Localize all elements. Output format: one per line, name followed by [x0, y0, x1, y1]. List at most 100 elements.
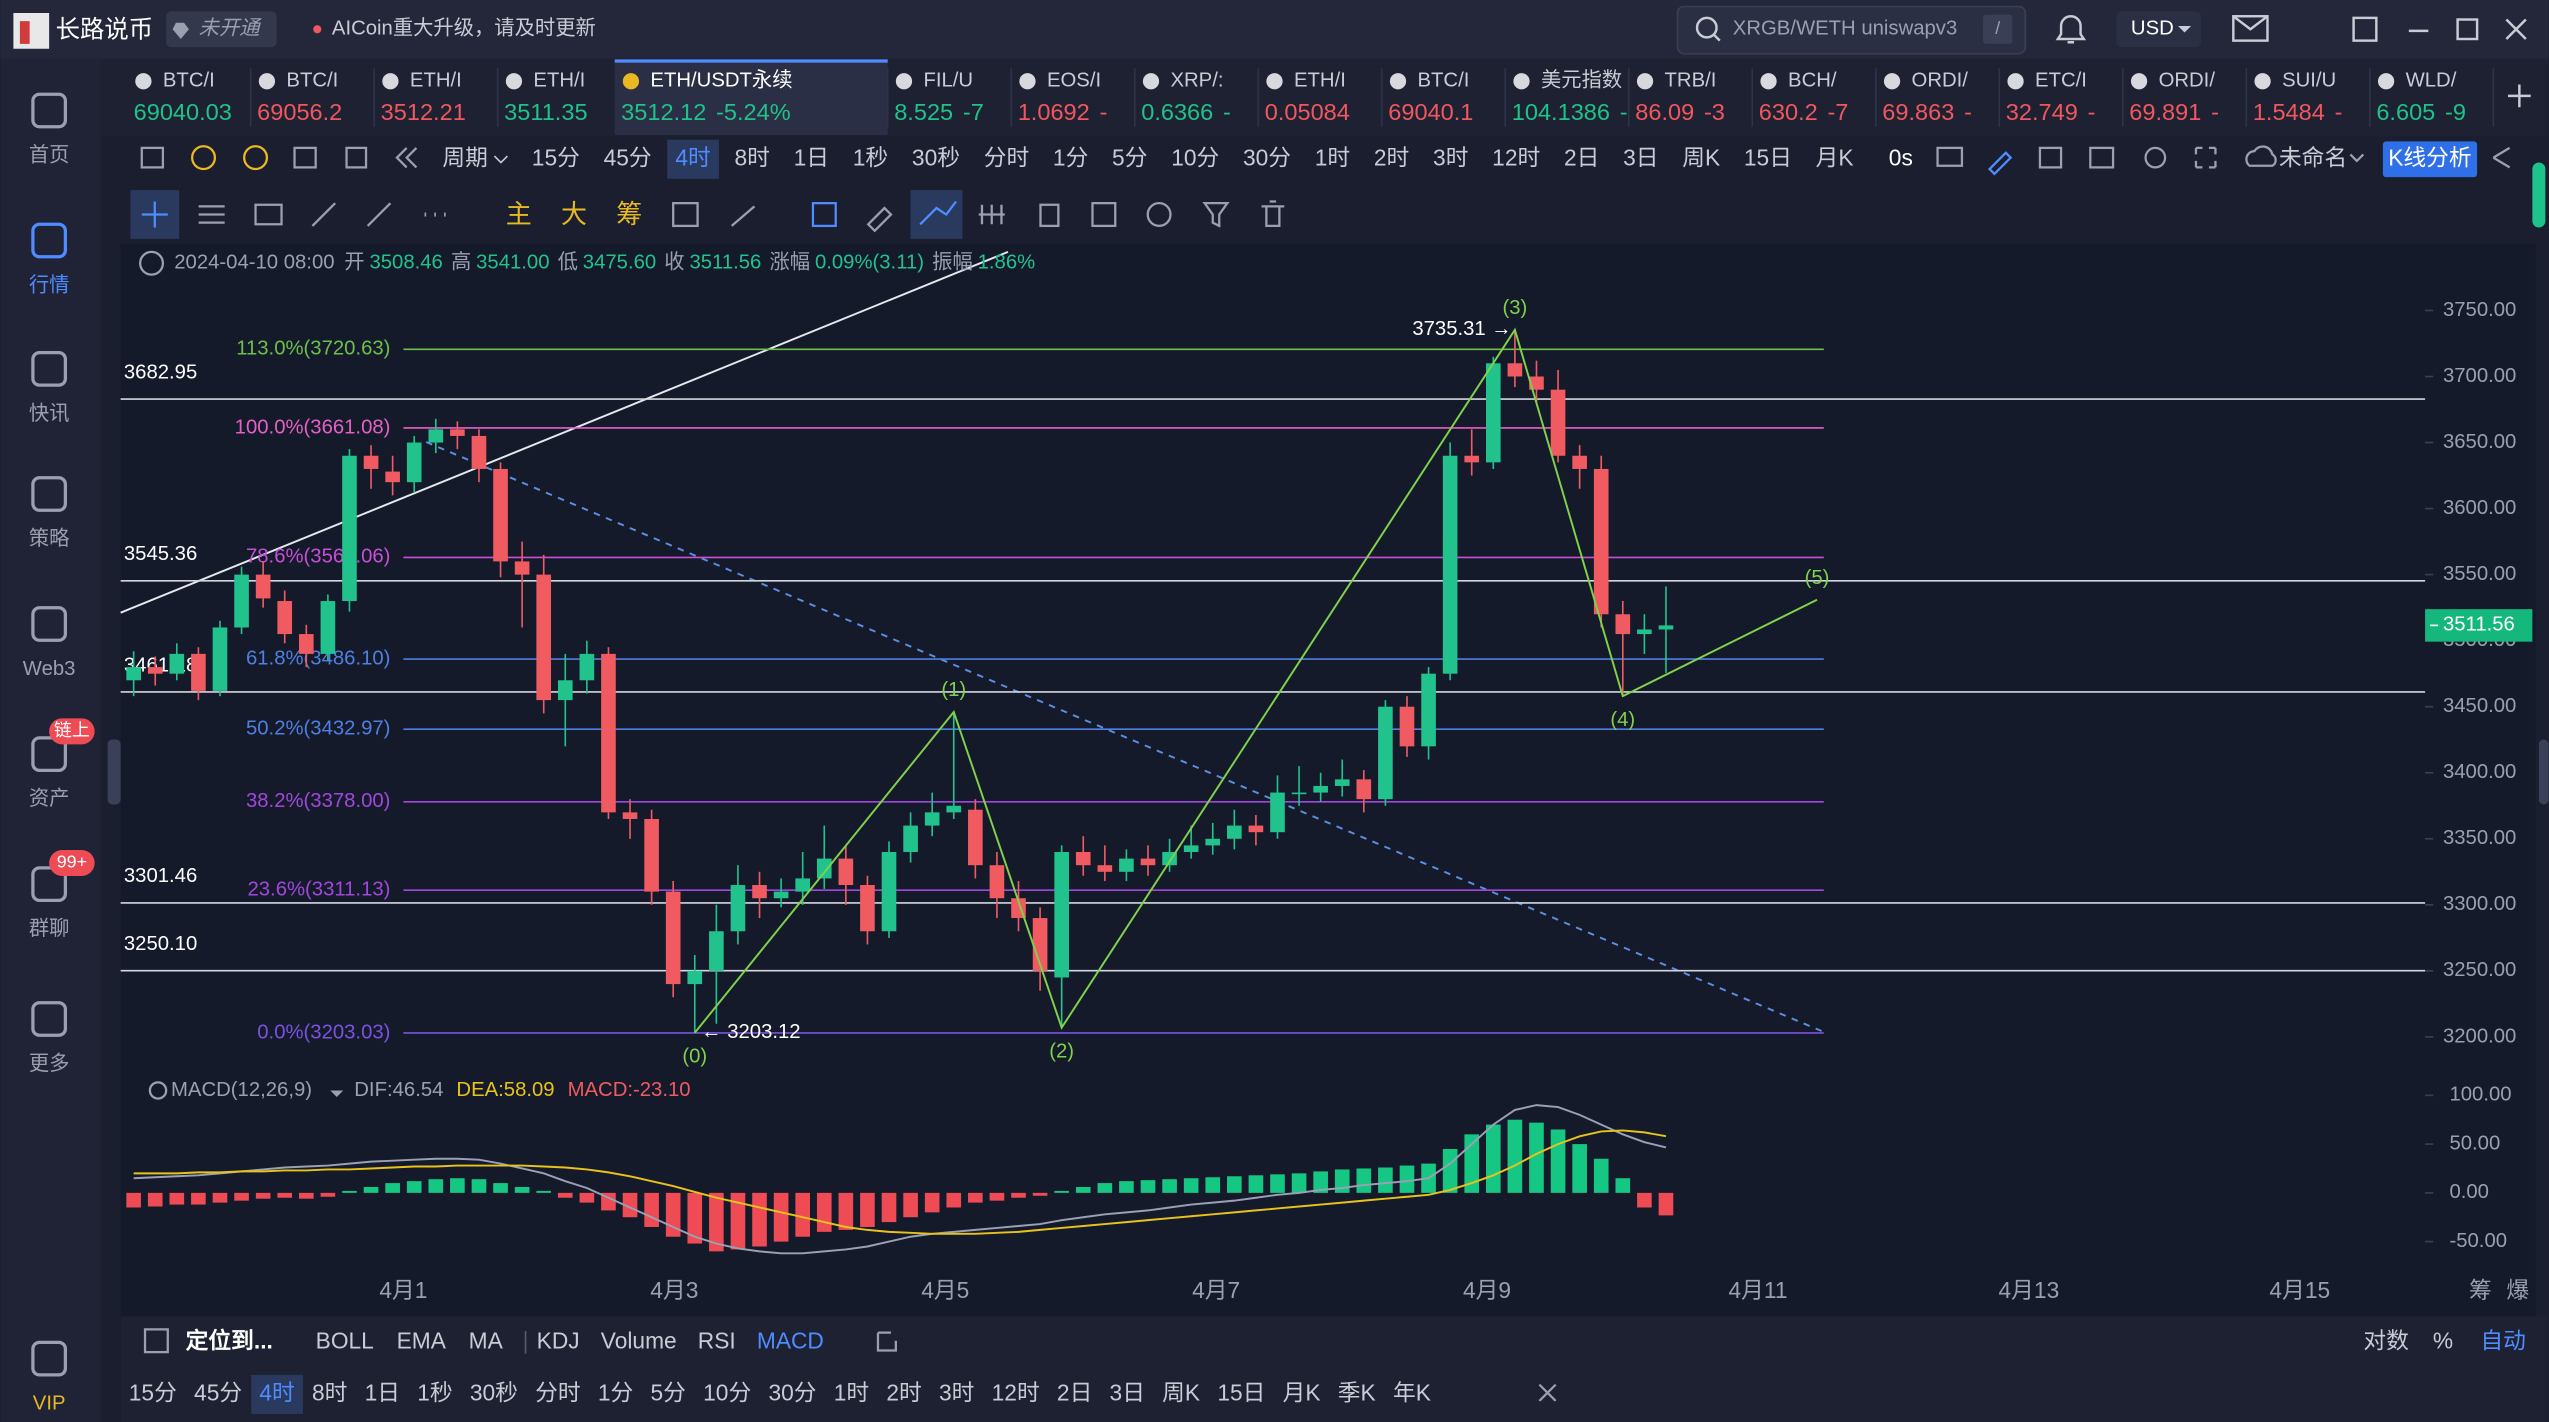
ticker-change[interactable]: -7: [963, 99, 984, 125]
ticker-price[interactable]: 8.525: [894, 99, 953, 125]
badge[interactable]: 未开通: [199, 17, 263, 40]
candle-body[interactable]: [1032, 918, 1048, 971]
candle-body[interactable]: [1270, 792, 1285, 833]
sidebar-icon[interactable]: [31, 1340, 68, 1377]
period-option[interactable]: 3日: [1623, 144, 1658, 170]
candle-body[interactable]: [1075, 851, 1091, 866]
tool[interactable]: [293, 146, 317, 169]
period-option[interactable]: 5分: [651, 1379, 686, 1405]
ticker-name[interactable]: ETC/I: [2035, 70, 2087, 92]
draw-tool[interactable]: 大: [561, 199, 587, 229]
layout-name[interactable]: 未命名: [2279, 144, 2347, 170]
ticker-change[interactable]: -: [1100, 99, 1108, 125]
ticker-name[interactable]: TRB/I: [1665, 70, 1717, 92]
ticker-name[interactable]: XRP/:: [1170, 70, 1223, 92]
candle-body[interactable]: [1593, 468, 1609, 615]
cloud[interactable]: [2245, 145, 2277, 167]
ticker-change[interactable]: -: [2335, 99, 2343, 125]
tool[interactable]: [919, 200, 957, 226]
candle-body[interactable]: [385, 471, 400, 483]
badge-box[interactable]: [166, 11, 277, 48]
sidebar-icon[interactable]: [31, 351, 68, 387]
crosshair[interactable]: [141, 201, 168, 228]
sidebar-icon[interactable]: [31, 92, 68, 129]
period-option[interactable]: 1日: [794, 144, 829, 170]
ticker-price[interactable]: 69056.2: [257, 99, 342, 125]
candle-body[interactable]: [1637, 629, 1652, 635]
candle-body[interactable]: [450, 429, 465, 436]
tool[interactable]: [243, 145, 269, 171]
calendar[interactable]: [143, 1328, 169, 1354]
candle-body[interactable]: [471, 435, 487, 469]
ticker-name[interactable]: ORDI/: [1912, 70, 1969, 92]
elliott-wave[interactable]: [694, 327, 1818, 1034]
ticker-name[interactable]: FIL/U: [923, 70, 973, 92]
candle-body[interactable]: [557, 680, 573, 701]
close-button[interactable]: [2505, 18, 2527, 40]
trend-line-dashed[interactable]: [425, 441, 1825, 1033]
ticker-name[interactable]: ETH/I: [1294, 70, 1346, 92]
period-option[interactable]: 8时: [735, 144, 770, 170]
sidebar-icon[interactable]: [31, 222, 68, 259]
candle-body[interactable]: [730, 885, 746, 932]
sidebar-icon[interactable]: [31, 476, 68, 512]
period-option[interactable]: 45分: [194, 1379, 242, 1405]
ticker-price[interactable]: 69040.1: [1388, 99, 1473, 125]
candle-body[interactable]: [1205, 838, 1221, 846]
axis-extra[interactable]: 爆: [2506, 1277, 2529, 1303]
candle-body[interactable]: [1248, 825, 1264, 833]
ticker-change[interactable]: -: [2088, 99, 2096, 125]
tool[interactable]: [2038, 146, 2063, 169]
candle-body[interactable]: [1421, 673, 1436, 747]
sidebar-label[interactable]: 行情: [29, 273, 70, 296]
candle-body[interactable]: [1119, 858, 1134, 872]
period-option[interactable]: 2时: [1374, 144, 1409, 170]
sidebar-label[interactable]: 更多: [29, 1052, 70, 1075]
period-option[interactable]: 1分: [1053, 144, 1088, 170]
ticker-name[interactable]: ORDI/: [2159, 70, 2216, 92]
sidebar-icon[interactable]: [31, 736, 68, 772]
maximize-button[interactable]: [2456, 18, 2479, 41]
period-option[interactable]: BOLL: [316, 1327, 374, 1353]
period-option[interactable]: 10分: [703, 1379, 751, 1405]
candle-body[interactable]: [838, 858, 854, 886]
candle-body[interactable]: [1399, 706, 1415, 747]
ticker-price[interactable]: 1.0692: [1018, 99, 1090, 125]
candle-body[interactable]: [406, 442, 422, 483]
candle-body[interactable]: [1442, 455, 1458, 674]
candle-body[interactable]: [1313, 785, 1328, 793]
candle-body[interactable]: [277, 601, 293, 635]
candle-body[interactable]: [709, 931, 724, 971]
macd-dropdown[interactable]: [330, 1090, 344, 1097]
ticker-name[interactable]: BTC/I: [1418, 70, 1470, 92]
period-option[interactable]: 5分: [1112, 144, 1147, 170]
period-option[interactable]: 4时: [259, 1379, 294, 1405]
period-option[interactable]: 月K: [1283, 1379, 1321, 1405]
period-option[interactable]: 3时: [939, 1379, 974, 1405]
search-text[interactable]: XRGB/WETH uniswapv3: [1733, 18, 1957, 40]
candle-body[interactable]: [1227, 825, 1242, 839]
period-option[interactable]: 年K: [1393, 1379, 1431, 1405]
ticker-name[interactable]: BCH/: [1788, 70, 1837, 92]
candle-body[interactable]: [795, 878, 811, 892]
locate[interactable]: 定位到...: [186, 1327, 273, 1353]
sidebar-label[interactable]: 资产: [29, 787, 70, 810]
period-option[interactable]: 8时: [312, 1379, 347, 1405]
tool[interactable]: [1146, 202, 1172, 228]
ticker-name[interactable]: SUI/U: [2282, 70, 2336, 92]
ticker-price[interactable]: 3512.12: [621, 99, 706, 125]
indicator[interactable]: Volume: [601, 1327, 677, 1353]
ticker-price[interactable]: 86.09: [1635, 99, 1694, 125]
ticker-change[interactable]: -7: [1827, 99, 1848, 125]
period-option[interactable]: 2日: [1057, 1379, 1092, 1405]
period-option[interactable]: 45分: [604, 144, 652, 170]
ray-tool[interactable]: [366, 202, 392, 227]
filter[interactable]: [1202, 202, 1230, 228]
ticker-change[interactable]: -: [1964, 99, 1972, 125]
candle-body[interactable]: [903, 825, 918, 852]
period-option[interactable]: 1秒: [853, 144, 888, 170]
ticker-name[interactable]: BTC/I: [163, 70, 215, 92]
chart-type[interactable]: [140, 146, 165, 169]
sidebar-label[interactable]: 策略: [29, 527, 70, 550]
candle-body[interactable]: [687, 970, 703, 985]
